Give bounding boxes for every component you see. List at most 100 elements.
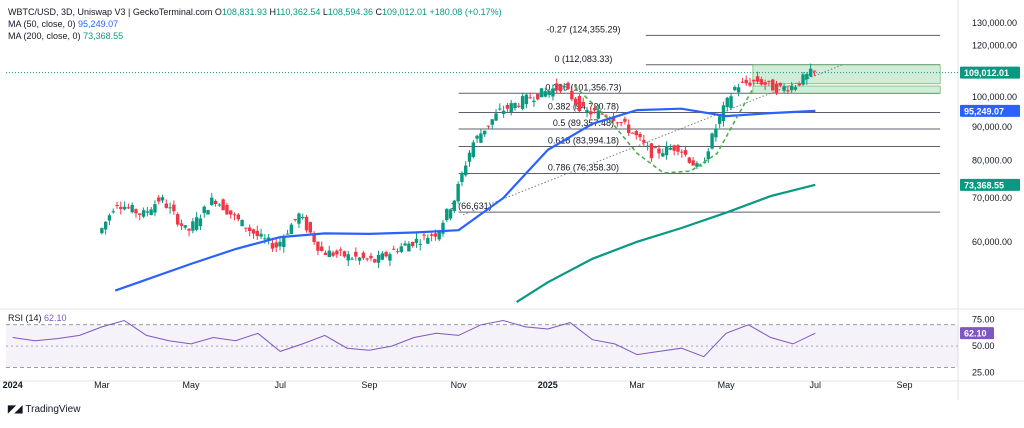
candle-body-85 — [422, 234, 426, 236]
candle-body-170 — [744, 79, 748, 84]
candle-body-110 — [517, 105, 521, 107]
candle-body-166 — [729, 96, 733, 109]
y-tick-label-2: 100,000.00 — [972, 92, 1017, 102]
candle-body-58 — [319, 246, 324, 251]
candle-body-60 — [327, 250, 331, 258]
candle-body-114 — [532, 100, 536, 103]
candle-body-143 — [642, 139, 646, 143]
high-value: 110,362.54 — [275, 7, 321, 17]
candle-body-176 — [767, 80, 771, 82]
candle-body-1 — [103, 221, 108, 230]
candle-body-52 — [297, 213, 301, 224]
ma200-line — [516, 183, 816, 304]
candle-body-56 — [312, 233, 316, 243]
ma200-row[interactable]: MA (200, close, 0) 73,368.55 — [8, 30, 502, 42]
candle-body-169 — [740, 81, 745, 83]
rsi-tick-label-1: 50.00 — [972, 341, 995, 351]
candle-body-178 — [774, 83, 779, 94]
candle-body-121 — [558, 85, 563, 92]
rsi-label: RSI (14) — [8, 313, 42, 323]
candle-body-39 — [247, 227, 252, 232]
candle-body-17 — [164, 203, 169, 208]
candle-body-61 — [331, 252, 335, 256]
y-tick-label-3: 90,000.00 — [972, 122, 1012, 132]
candle-body-16 — [160, 197, 165, 201]
candle-body-3 — [111, 211, 115, 213]
candle-body-31 — [217, 204, 222, 206]
candle-body-70 — [365, 258, 369, 260]
candle-body-47 — [278, 241, 282, 247]
candle-body-6 — [122, 206, 127, 210]
ma50-label: MA (50, close, 0) — [8, 19, 76, 29]
candle-body-173 — [755, 76, 760, 82]
candle-body-146 — [653, 147, 657, 149]
candle-body-186 — [805, 73, 809, 80]
candle-body-35 — [232, 214, 237, 216]
x-tick-label-10: Sep — [896, 380, 912, 390]
x-tick-label-2: May — [183, 380, 201, 390]
candle-body-73 — [376, 254, 381, 263]
candle-body-10 — [138, 213, 142, 215]
x-tick-label-9: Jul — [810, 380, 822, 390]
price-badge-1 — [960, 104, 1020, 117]
candle-body-90 — [441, 222, 445, 234]
candle-body-97 — [467, 152, 472, 162]
tradingview-logo-icon[interactable]: ◤◢ — [8, 404, 22, 415]
candle-body-157 — [695, 163, 699, 167]
symbol-title[interactable]: WBTC/USD, 3D, Uniswap V3 | GeckoTerminal… — [8, 7, 213, 17]
rsi-tick-label-2: 25.00 — [972, 368, 995, 378]
candle-body-139 — [627, 124, 631, 134]
rsi-legend[interactable]: RSI (14) 62.10 — [8, 313, 67, 323]
candle-body-164 — [721, 105, 726, 122]
candle-body-75 — [384, 252, 388, 257]
candles — [100, 63, 817, 269]
candle-body-124 — [570, 90, 574, 100]
candle-body-140 — [630, 132, 635, 134]
candle-body-113 — [528, 97, 532, 99]
candle-body-65 — [346, 254, 350, 261]
fib-label-0: -0.27 (124,355.29) — [546, 24, 620, 34]
candle-body-80 — [403, 243, 407, 246]
resistance-box — [752, 64, 941, 85]
ohlc-row: WBTC/USD, 3D, Uniswap V3 | GeckoTerminal… — [8, 6, 502, 18]
candle-body-111 — [520, 96, 525, 109]
rsi-badge-label: 62.10 — [964, 329, 987, 339]
candle-body-38 — [244, 227, 248, 229]
candle-body-162 — [714, 128, 718, 138]
candle-body-174 — [759, 79, 764, 85]
candle-body-93 — [452, 200, 457, 211]
candle-body-44 — [266, 237, 271, 240]
y-tick-label-0: 130,000.00 — [972, 18, 1017, 28]
candle-body-103 — [490, 119, 494, 125]
y-tick-label-1: 120,000.00 — [972, 40, 1017, 50]
fib-label-6: 0.786 (76,358.30) — [548, 163, 619, 173]
ma50-row[interactable]: MA (50, close, 0) 95,249.07 — [8, 18, 502, 30]
candle-body-148 — [661, 153, 665, 157]
open-label: O — [214, 7, 222, 17]
candle-body-135 — [611, 116, 616, 121]
candle-body-87 — [429, 234, 434, 236]
candle-body-168 — [736, 87, 741, 93]
candle-body-128 — [585, 109, 589, 113]
candle-body-109 — [513, 102, 517, 109]
candle-body-149 — [664, 145, 669, 156]
candle-body-83 — [414, 238, 419, 243]
candle-body-89 — [437, 230, 441, 240]
change-value: +180.08 (+0.17%) — [429, 7, 502, 17]
candle-body-43 — [263, 238, 267, 240]
candle-body-107 — [505, 104, 510, 109]
candle-body-144 — [645, 145, 650, 147]
candle-body-152 — [676, 145, 680, 152]
candle-body-132 — [600, 113, 604, 115]
candle-body-28 — [206, 210, 210, 215]
y-tick-label-5: 70,000.00 — [972, 193, 1012, 203]
candle-body-101 — [482, 130, 487, 135]
candle-body-59 — [323, 252, 328, 255]
candle-body-42 — [259, 233, 263, 237]
rsi-badge — [960, 327, 994, 340]
candle-body-30 — [213, 200, 218, 205]
candle-body-48 — [282, 236, 286, 247]
candle-body-119 — [551, 88, 555, 97]
